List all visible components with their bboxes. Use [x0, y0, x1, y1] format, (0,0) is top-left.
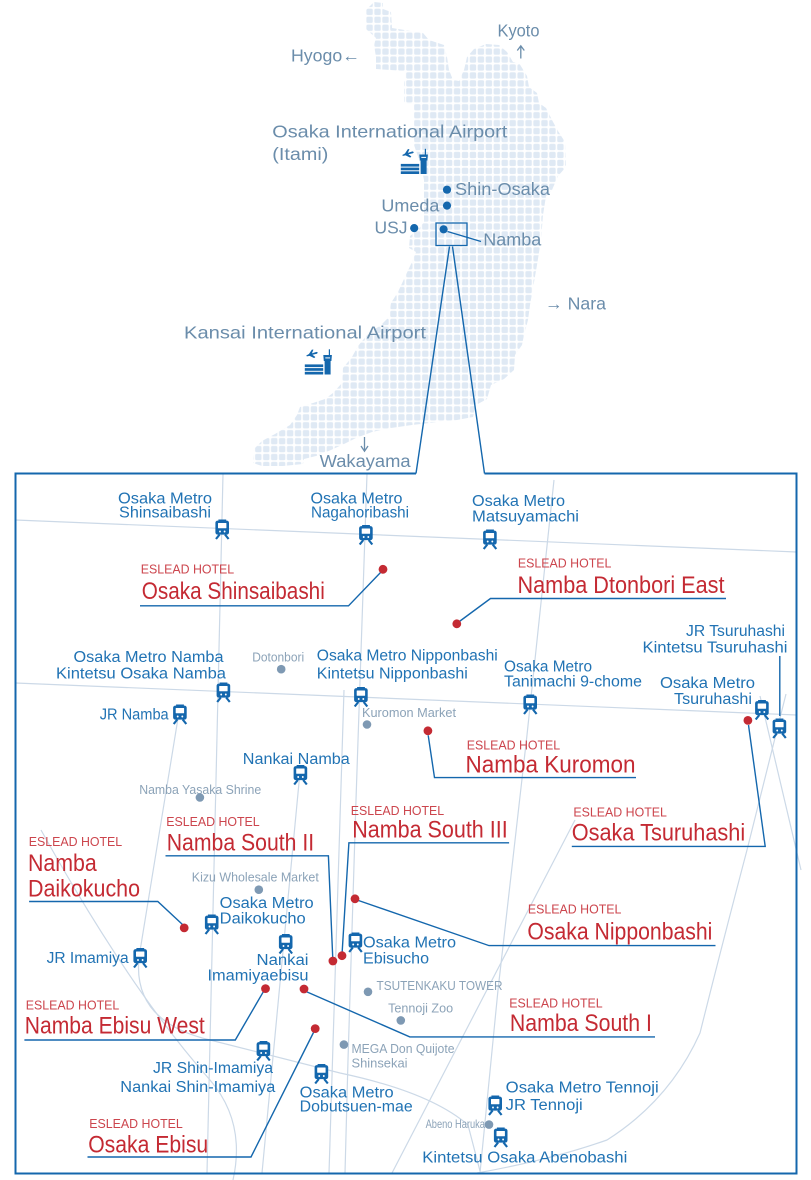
- svg-text:Osaka Metro Nipponbashi: Osaka Metro Nipponbashi: [317, 648, 498, 665]
- svg-text:Osaka Metro: Osaka Metro: [472, 493, 565, 510]
- svg-text:ESLEAD HOTEL: ESLEAD HOTEL: [89, 1116, 183, 1131]
- svg-text:Ebisucho: Ebisucho: [363, 951, 429, 968]
- svg-text:JR Namba: JR Namba: [100, 707, 169, 724]
- svg-text:ESLEAD HOTEL: ESLEAD HOTEL: [351, 803, 445, 818]
- svg-text:Nankai: Nankai: [257, 952, 309, 969]
- svg-text:Namba Dtonbori East: Namba Dtonbori East: [518, 572, 725, 599]
- svg-text:Nankai Namba: Nankai Namba: [243, 751, 350, 768]
- svg-text:Osaka Metro Namba: Osaka Metro Namba: [74, 649, 224, 666]
- svg-text:ESLEAD HOTEL: ESLEAD HOTEL: [26, 997, 120, 1012]
- svg-text:Imamiyaebisu: Imamiyaebisu: [208, 968, 309, 985]
- svg-text:Osaka Metro: Osaka Metro: [363, 935, 456, 952]
- svg-text:Namba: Namba: [483, 230, 541, 250]
- svg-text:Tanimachi 9-chome: Tanimachi 9-chome: [504, 674, 642, 691]
- svg-text:Kintetsu Tsuruhashi: Kintetsu Tsuruhashi: [643, 640, 788, 657]
- svg-text:ESLEAD HOTEL: ESLEAD HOTEL: [467, 737, 561, 752]
- svg-text:Osaka Metro: Osaka Metro: [660, 675, 755, 692]
- svg-text:JR Imamiya: JR Imamiya: [47, 950, 129, 967]
- svg-text:Shin-Osaka: Shin-Osaka: [455, 179, 550, 199]
- svg-text:JR Tennoji: JR Tennoji: [506, 1097, 583, 1114]
- svg-text:Shinsekai: Shinsekai: [352, 1056, 408, 1071]
- svg-text:Kintetsu Osaka Abenobashi: Kintetsu Osaka Abenobashi: [422, 1150, 627, 1167]
- svg-text:Wakayama: Wakayama: [320, 451, 411, 471]
- svg-text:Osaka Tsuruhashi: Osaka Tsuruhashi: [572, 820, 746, 847]
- svg-text:Osaka Shinsaibashi: Osaka Shinsaibashi: [142, 578, 325, 605]
- svg-text:Osaka Metro: Osaka Metro: [311, 491, 403, 508]
- svg-text:Matsuyamachi: Matsuyamachi: [472, 509, 579, 526]
- svg-text:Namba Ebisu West: Namba Ebisu West: [25, 1013, 205, 1040]
- svg-text:Umeda: Umeda: [381, 196, 439, 216]
- svg-text:Osaka Nipponbashi: Osaka Nipponbashi: [527, 918, 712, 945]
- svg-text:Osaka Metro: Osaka Metro: [118, 491, 212, 508]
- svg-text:Dotonbori: Dotonbori: [252, 650, 304, 665]
- svg-text:Nagahoribashi: Nagahoribashi: [311, 505, 409, 522]
- svg-text:Hyogo←: Hyogo←: [291, 46, 360, 66]
- svg-text:ESLEAD HOTEL: ESLEAD HOTEL: [509, 995, 603, 1010]
- svg-text:Daikokucho: Daikokucho: [28, 875, 140, 902]
- svg-text:Osaka Metro: Osaka Metro: [300, 1085, 394, 1102]
- svg-text:Tsuruhashi: Tsuruhashi: [674, 691, 752, 708]
- svg-text:ESLEAD HOTEL: ESLEAD HOTEL: [141, 561, 235, 576]
- svg-text:Namba: Namba: [28, 850, 97, 877]
- svg-text:Nankai Shin-Imamiya: Nankai Shin-Imamiya: [120, 1079, 275, 1096]
- svg-text:Kizu Wholesale Market: Kizu Wholesale Market: [192, 870, 319, 885]
- svg-text:Namba South III: Namba South III: [352, 817, 508, 844]
- svg-text:ESLEAD HOTEL: ESLEAD HOTEL: [29, 834, 123, 849]
- svg-text:USJ: USJ: [375, 218, 408, 238]
- svg-text:Tennoji Zoo: Tennoji Zoo: [388, 1001, 453, 1016]
- svg-text:Osaka Metro Tennoji: Osaka Metro Tennoji: [506, 1080, 659, 1097]
- svg-text:Kyoto: Kyoto: [498, 21, 540, 41]
- svg-text:Kansai International Airport: Kansai International Airport: [184, 323, 426, 343]
- svg-text:Osaka Ebisu: Osaka Ebisu: [88, 1132, 208, 1159]
- svg-text:MEGA Don Quijote: MEGA Don Quijote: [352, 1041, 455, 1056]
- svg-text:Namba South I: Namba South I: [510, 1010, 652, 1037]
- svg-text:(Itami): (Itami): [272, 144, 328, 164]
- svg-text:Osaka International Airport: Osaka International Airport: [272, 122, 507, 142]
- svg-text:JR Shin-Imamiya: JR Shin-Imamiya: [153, 1060, 273, 1077]
- svg-text:Kintetsu Osaka Namba: Kintetsu Osaka Namba: [56, 666, 226, 683]
- svg-text:JR Tsuruhashi: JR Tsuruhashi: [686, 623, 785, 640]
- svg-text:Kintetsu Nipponbashi: Kintetsu Nipponbashi: [317, 665, 468, 682]
- svg-text:→ Nara: → Nara: [545, 294, 606, 314]
- svg-text:Osaka Metro: Osaka Metro: [504, 659, 592, 676]
- svg-text:TSUTENKAKU TOWER: TSUTENKAKU TOWER: [377, 978, 503, 993]
- svg-text:ESLEAD HOTEL: ESLEAD HOTEL: [166, 814, 260, 829]
- svg-text:Namba Yasaka Shrine: Namba Yasaka Shrine: [139, 782, 261, 797]
- svg-text:Namba Kuromon: Namba Kuromon: [466, 752, 636, 779]
- svg-text:Daikokucho: Daikokucho: [220, 911, 306, 928]
- svg-text:ESLEAD HOTEL: ESLEAD HOTEL: [528, 901, 622, 916]
- svg-text:ESLEAD HOTEL: ESLEAD HOTEL: [518, 555, 612, 570]
- svg-text:Kuromon Market: Kuromon Market: [362, 705, 456, 720]
- svg-text:Shinsaibashi: Shinsaibashi: [119, 505, 211, 522]
- svg-text:Abeno Harukas: Abeno Harukas: [426, 1117, 490, 1131]
- svg-text:Namba South II: Namba South II: [167, 830, 315, 857]
- svg-text:ESLEAD HOTEL: ESLEAD HOTEL: [573, 805, 667, 820]
- svg-text:Osaka Metro: Osaka Metro: [220, 895, 314, 912]
- svg-text:Dobutsuen-mae: Dobutsuen-mae: [300, 1099, 413, 1116]
